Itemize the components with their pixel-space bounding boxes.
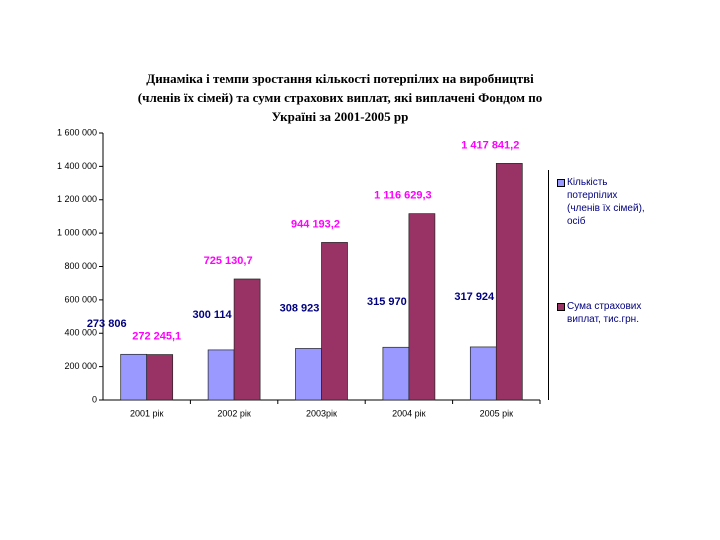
bar [295,348,322,401]
y-tick-label: 400 000 [64,328,97,338]
bar [495,163,523,401]
value-label: 1 417 841,2 [461,139,519,151]
y-tick-label: 1 200 000 [57,194,97,204]
x-tick-label: 2001 рік [130,408,164,418]
bar [382,346,410,401]
value-label: 300 114 [193,309,233,321]
x-tick-label: 2003рік [306,408,337,418]
x-tick-label: 2005 рік [480,408,514,418]
y-tick-label: 1 400 000 [57,161,97,171]
bar [469,346,497,401]
x-tick-label: 2004 рік [392,408,426,418]
value-label: 944 193,2 [291,218,340,230]
legend: Кількість потерпілих (членів їх сімей), … [548,170,645,400]
value-label: 272 245,1 [132,330,181,342]
bar [233,278,261,401]
legend-label: Сума страхових виплат, тис.грн. [567,301,642,325]
value-label: 273 806 [87,318,127,330]
value-label: 308 923 [280,302,320,314]
y-tick-label: 600 000 [64,294,97,304]
y-tick-label: 1 600 000 [57,127,97,137]
y-tick-label: 0 [92,394,97,404]
y-tick-label: 200 000 [64,361,97,371]
legend-swatch [557,303,565,311]
legend-entry: Кількість потерпілих (членів їх сімей), … [557,176,651,228]
bar [207,349,235,401]
chart-title: Україні за 2001-2005 рр [272,109,409,124]
legend-label: Кількість потерпілих (членів їх сімей), … [567,177,645,227]
legend-entry: Сума страхових виплат, тис.грн. [557,300,651,326]
value-label: 317 924 [454,291,495,303]
bar [408,213,436,401]
bar [321,242,348,401]
bar [120,353,148,401]
y-tick-label: 1 000 000 [57,228,97,238]
value-label: 315 970 [367,296,407,308]
x-tick-label: 2002 рік [217,408,251,418]
chart-title: (членів їх сімей) та суми страхових випл… [138,90,542,105]
legend-swatch [557,179,565,187]
chart-title: Динаміка і темпи зростання кількості пот… [146,71,534,86]
value-label: 1 116 629,3 [374,190,432,202]
value-label: 725 130,7 [204,255,253,267]
y-tick-label: 800 000 [64,261,97,271]
bar [146,354,174,401]
